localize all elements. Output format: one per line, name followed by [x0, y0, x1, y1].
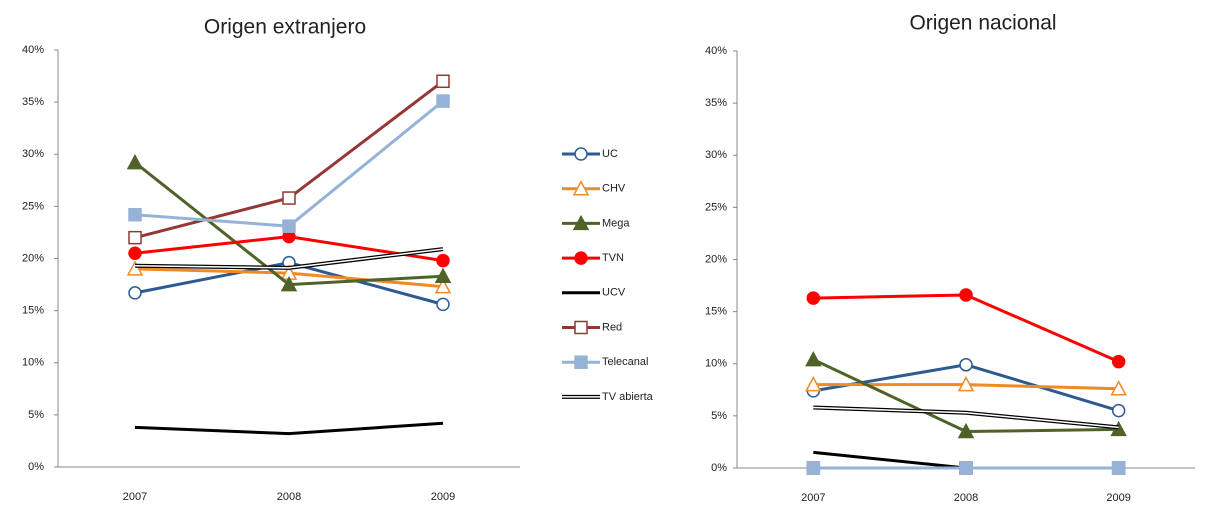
point-marker: [1111, 461, 1126, 475]
point-marker: [574, 251, 588, 265]
point-marker: [574, 320, 588, 335]
y-tick-label: 10%: [705, 358, 727, 370]
point-marker: [280, 275, 298, 292]
series-line: [134, 99, 444, 228]
series-line-core: [813, 406, 1119, 429]
series-line: [134, 421, 444, 436]
y-tick-label: 25%: [705, 201, 727, 213]
point-marker: [957, 376, 975, 392]
legend-label: Telecanal: [602, 356, 648, 368]
x-tick-label: 2008: [954, 492, 978, 504]
y-tick-label: 5%: [711, 410, 727, 422]
y-tick-label: 20%: [705, 253, 727, 265]
y-tick-label: 0%: [28, 461, 44, 473]
point-marker: [436, 74, 450, 89]
x-tick-label: 2009: [431, 491, 455, 503]
point-marker: [436, 94, 450, 108]
y-tick-label: 10%: [22, 357, 44, 369]
legend-label: UC: [602, 148, 618, 160]
y-tick-label: 35%: [22, 96, 44, 108]
point-marker: [572, 180, 590, 196]
point-marker: [1111, 403, 1126, 418]
y-tick-label: 35%: [705, 97, 727, 109]
point-marker: [1111, 354, 1126, 369]
point-marker: [805, 350, 822, 367]
y-tick-label: 0%: [711, 462, 727, 474]
chart-title: Origen extranjero: [204, 16, 366, 39]
legend-label: CHV: [602, 183, 626, 195]
y-tick-label: 40%: [22, 44, 44, 56]
point-marker: [434, 267, 452, 283]
point-marker: [572, 214, 590, 231]
point-marker: [1110, 380, 1127, 396]
series-line: [134, 80, 444, 240]
legend-label: TV abierta: [602, 391, 654, 403]
y-tick-label: 15%: [22, 305, 44, 317]
point-marker: [282, 191, 296, 205]
point-marker: [959, 358, 973, 372]
series-line-core: [134, 248, 444, 269]
point-marker: [126, 260, 144, 276]
x-tick-label: 2007: [801, 492, 825, 504]
y-tick-label: 40%: [705, 45, 727, 57]
y-tick-label: 5%: [28, 409, 44, 421]
point-marker: [126, 154, 144, 170]
y-tick-label: 30%: [22, 148, 44, 160]
point-marker: [282, 219, 296, 233]
chart-title: Origen nacional: [909, 12, 1056, 35]
y-tick-label: 20%: [22, 252, 44, 264]
point-marker: [128, 230, 142, 245]
series-line: [813, 293, 1120, 364]
point-marker: [128, 286, 142, 300]
point-marker: [128, 207, 142, 222]
y-tick-label: 15%: [705, 306, 727, 318]
point-marker: [806, 291, 821, 305]
legend-label: Red: [602, 321, 622, 333]
point-marker: [957, 422, 975, 439]
x-tick-label: 2009: [1106, 492, 1130, 504]
point-marker: [805, 376, 822, 392]
point-marker: [959, 288, 973, 302]
legend-label: UCV: [602, 287, 626, 299]
legend-label: TVN: [602, 252, 624, 264]
point-marker: [574, 147, 588, 161]
point-marker: [436, 297, 450, 312]
point-marker: [806, 461, 821, 475]
point-marker: [436, 253, 450, 268]
legend-label: Mega: [602, 217, 630, 229]
x-tick-label: 2007: [123, 491, 147, 503]
y-tick-label: 25%: [22, 200, 44, 212]
point-marker: [128, 246, 142, 261]
point-marker: [574, 355, 588, 369]
y-tick-label: 30%: [705, 149, 727, 161]
point-marker: [959, 461, 973, 475]
point-marker: [434, 278, 452, 294]
x-tick-label: 2008: [277, 491, 301, 503]
